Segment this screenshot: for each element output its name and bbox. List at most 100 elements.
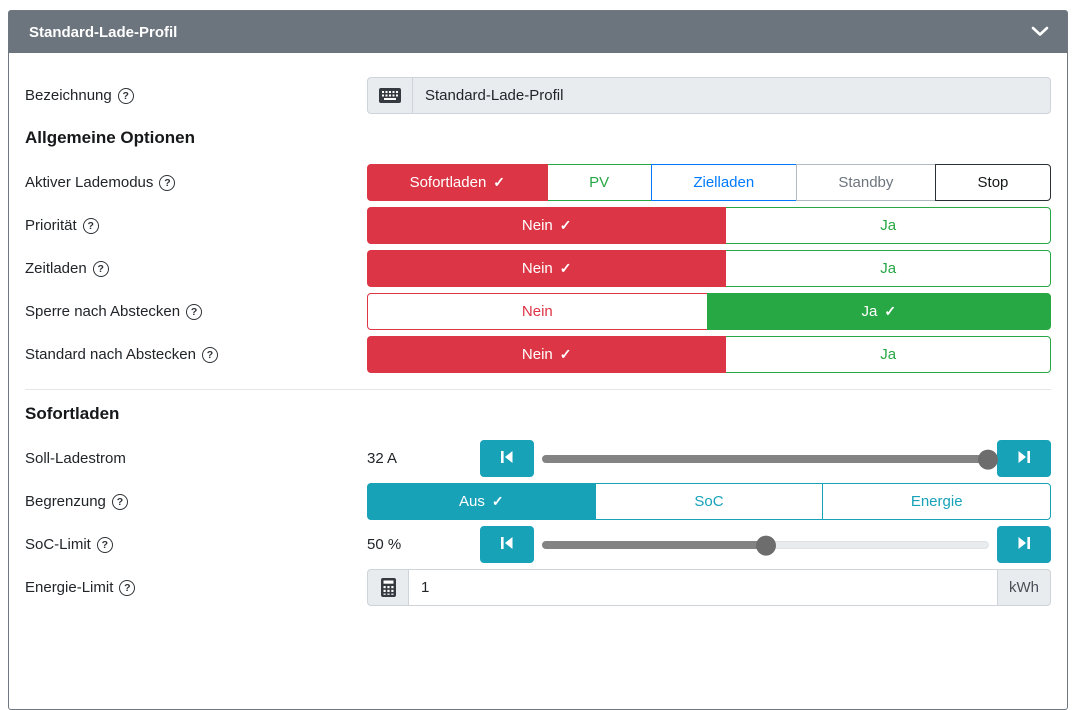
lademodus-control: Sofortladen ✓ PV Zielladen Standby Stop [367,164,1051,201]
section-heading-allgemeine-optionen: Allgemeine Optionen [25,128,196,147]
slider-thumb[interactable] [755,535,776,556]
check-icon: ✓ [493,174,506,190]
standard-abstecken-label-group: Standard nach Abstecken ? [25,346,367,363]
bezeichnung-input[interactable] [412,77,1051,114]
energie-limit-label-group: Energie-Limit ? [25,579,367,596]
check-icon: ✓ [559,217,572,233]
soc-limit-label-group: SoC-Limit ? [25,536,367,553]
sperre-nein-button[interactable]: Nein [367,293,708,330]
energie-limit-input-group: kWh [367,569,1051,606]
begrenzung-label-group: Begrenzung ? [25,493,367,510]
help-icon[interactable]: ? [82,217,99,234]
bezeichnung-control [367,77,1051,114]
soll-ladestrom-label-group: Soll-Ladestrom [25,450,367,467]
bezeichnung-label: Bezeichnung [25,87,112,104]
begrenzung-button-group: Aus ✓ SoC Energie [367,483,1052,520]
sperre-control: Nein Ja ✓ [367,293,1051,330]
help-icon[interactable]: ? [186,303,203,320]
soll-ladestrom-label: Soll-Ladestrom [25,450,126,467]
energie-limit-label: Energie-Limit [25,579,114,596]
help-icon[interactable]: ? [96,536,113,553]
zeitladen-label: Zeitladen [25,260,87,277]
row-standard-nach-abstecken: Standard nach Abstecken ? Nein ✓ Ja [25,336,1051,373]
zeitladen-ja-button[interactable]: Ja [725,250,1051,287]
zeitladen-control: Nein ✓ Ja [367,250,1051,287]
begrenzung-option-soc[interactable]: SoC [594,483,824,520]
chevron-down-icon[interactable] [1031,24,1049,41]
lademodus-label: Aktiver Lademodus [25,174,154,191]
energie-limit-unit: kWh [998,569,1051,606]
row-soll-ladestrom: Soll-Ladestrom 32 A [25,440,1051,477]
help-icon[interactable]: ? [111,493,128,510]
prioritaet-label: Priorität [25,217,77,234]
bezeichnung-label-group: Bezeichnung ? [25,87,367,104]
row-sperre-nach-abstecken: Sperre nach Abstecken ? Nein Ja ✓ [25,293,1051,330]
help-icon[interactable]: ? [92,260,109,277]
check-icon: ✓ [491,493,504,509]
lademodus-button-group: Sofortladen ✓ PV Zielladen Standby Stop [367,164,1051,201]
begrenzung-option-aus[interactable]: Aus ✓ [367,483,596,520]
begrenzung-control: Aus ✓ SoC Energie [367,483,1052,520]
help-icon[interactable]: ? [201,346,218,363]
check-icon: ✓ [559,346,572,362]
skip-backward-icon [500,536,514,553]
soc-limit-label: SoC-Limit [25,536,91,553]
help-icon[interactable]: ? [117,87,134,104]
standard-abstecken-control: Nein ✓ Ja [367,336,1051,373]
lademodus-option-standby[interactable]: Standby [795,164,936,201]
standard-abstecken-label: Standard nach Abstecken [25,346,196,363]
lademodus-option-pv[interactable]: PV [546,164,652,201]
sperre-ja-button[interactable]: Ja ✓ [706,293,1051,330]
skip-forward-icon [1017,450,1031,467]
row-bezeichnung: Bezeichnung ? [25,77,1051,114]
soll-ladestrom-value: 32 A [367,450,398,467]
sperre-toggle: Nein Ja ✓ [367,293,1051,330]
prioritaet-control: Nein ✓ Ja [367,207,1051,244]
begrenzung-label: Begrenzung [25,493,106,510]
card-body: Bezeichnung ? Allgemeine Optionen Aktive… [9,53,1067,628]
energie-limit-input[interactable] [408,569,998,606]
check-icon: ✓ [884,303,897,319]
prioritaet-toggle: Nein ✓ Ja [367,207,1051,244]
skip-to-max-button[interactable] [997,526,1051,563]
prioritaet-label-group: Priorität ? [25,217,367,234]
prioritaet-ja-button[interactable]: Ja [725,207,1051,244]
row-prioritaet: Priorität ? Nein ✓ Ja [25,207,1051,244]
energie-limit-control: kWh [367,569,1051,606]
row-soc-limit: SoC-Limit ? 50 % [25,526,1051,563]
standard-abstecken-toggle: Nein ✓ Ja [367,336,1051,373]
section-heading-sofortladen: Sofortladen [25,404,120,423]
zeitladen-nein-button[interactable]: Nein ✓ [367,250,727,287]
row-aktiver-lademodus: Aktiver Lademodus ? Sofortladen ✓ PV Zie… [25,164,1051,201]
help-icon[interactable]: ? [159,174,176,191]
zeitladen-toggle: Nein ✓ Ja [367,250,1051,287]
help-icon[interactable]: ? [119,579,136,596]
calculator-icon [367,569,408,606]
skip-to-max-button[interactable] [997,440,1051,477]
slider-thumb[interactable] [978,449,998,470]
sperre-label-group: Sperre nach Abstecken ? [25,303,367,320]
skip-backward-icon [500,450,514,467]
prioritaet-nein-button[interactable]: Nein ✓ [367,207,727,244]
soc-limit-value: 50 % [367,536,402,553]
skip-to-min-button[interactable] [480,440,534,477]
standard-abstecken-ja-button[interactable]: Ja [725,336,1051,373]
row-zeitladen: Zeitladen ? Nein ✓ Ja [25,250,1051,287]
begrenzung-option-energie[interactable]: Energie [822,483,1052,520]
standard-abstecken-nein-button[interactable]: Nein ✓ [367,336,727,373]
soll-ladestrom-control: 32 A [367,440,1051,477]
panel-title: Standard-Lade-Profil [29,23,178,41]
check-icon: ✓ [559,260,572,276]
row-begrenzung: Begrenzung ? Aus ✓ SoC Energie [25,483,1052,520]
soc-limit-slider[interactable] [542,535,989,556]
lademodus-option-zielladen[interactable]: Zielladen [650,164,797,201]
skip-to-min-button[interactable] [480,526,534,563]
charge-profile-card: Standard-Lade-Profil Bezeichnung ? Allge… [8,10,1068,710]
lademodus-option-stop[interactable]: Stop [934,164,1051,201]
card-header[interactable]: Standard-Lade-Profil [9,11,1067,53]
bezeichnung-input-group [367,77,1051,114]
lademodus-option-sofortladen[interactable]: Sofortladen ✓ [367,164,548,201]
row-energie-limit: Energie-Limit ? kWh [25,569,1051,606]
soll-ladestrom-slider[interactable] [542,449,998,470]
skip-forward-icon [1017,536,1031,553]
